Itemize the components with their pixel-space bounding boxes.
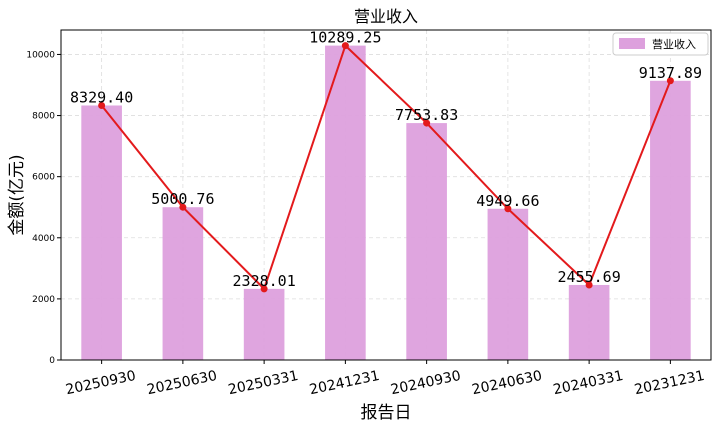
line-point — [98, 101, 106, 109]
y-tick-label: 6000 — [32, 173, 55, 183]
line-point — [585, 281, 593, 289]
line-point — [179, 203, 187, 211]
plot-frame — [60, 29, 712, 361]
line-point — [504, 205, 512, 213]
x-axis: 20250930 20250630 20250331 20241231 20240930… — [64, 360, 706, 398]
x-tick-label: 20231231 — [633, 368, 706, 398]
bar — [162, 207, 204, 360]
data-label: 4949.66 — [476, 192, 539, 210]
y-tick-label: 4000 — [32, 234, 55, 244]
line-point — [341, 42, 349, 50]
x-tick-label: 20250930 — [64, 368, 137, 398]
data-label: 2328.01 — [233, 272, 296, 290]
data-label: 2455.69 — [558, 268, 621, 286]
bar — [325, 45, 366, 360]
bar — [487, 208, 529, 360]
y-axis: 0 2000 4000 6000 8000 10000 — [26, 50, 61, 366]
bar — [406, 123, 447, 360]
legend-swatch — [619, 38, 645, 49]
line-point — [666, 77, 674, 85]
y-tick-label: 0 — [49, 356, 55, 366]
data-label: 9137.89 — [639, 64, 702, 82]
y-axis-label: 金额(亿元) — [7, 154, 27, 235]
chart-title: 营业收入 — [354, 7, 418, 26]
y-tick-label: 10000 — [26, 50, 55, 60]
line-point — [260, 285, 268, 293]
data-label: 7753.83 — [395, 106, 458, 124]
data-labels: 8329.40 5000.76 2328.01 10289.25 7753.83 4949… — [70, 29, 702, 290]
x-axis-label: 报告日 — [361, 403, 412, 423]
bar — [243, 288, 285, 360]
x-tick-label: 20241231 — [308, 368, 381, 398]
data-label: 8329.40 — [70, 88, 133, 106]
x-tick-label: 20240630 — [471, 368, 544, 398]
series-line — [100, 43, 672, 291]
bar — [81, 105, 122, 360]
legend: 营业收入 — [612, 32, 709, 56]
x-tick-label: 20240930 — [389, 368, 462, 398]
bar — [568, 284, 610, 360]
x-tick-label: 20240331 — [552, 368, 625, 398]
trend-line — [100, 43, 672, 291]
x-tick-label: 20250331 — [227, 368, 300, 398]
legend-label: 营业收入 — [652, 37, 696, 51]
y-tick-label: 2000 — [32, 295, 55, 305]
trend-points — [98, 42, 674, 293]
x-tick-label: 20250630 — [146, 368, 219, 398]
line-point — [423, 119, 431, 127]
data-label: 5000.76 — [151, 190, 214, 208]
y-tick-label: 8000 — [32, 112, 55, 122]
bars — [81, 45, 691, 361]
data-label: 10289.25 — [309, 29, 381, 47]
bar — [650, 80, 691, 361]
